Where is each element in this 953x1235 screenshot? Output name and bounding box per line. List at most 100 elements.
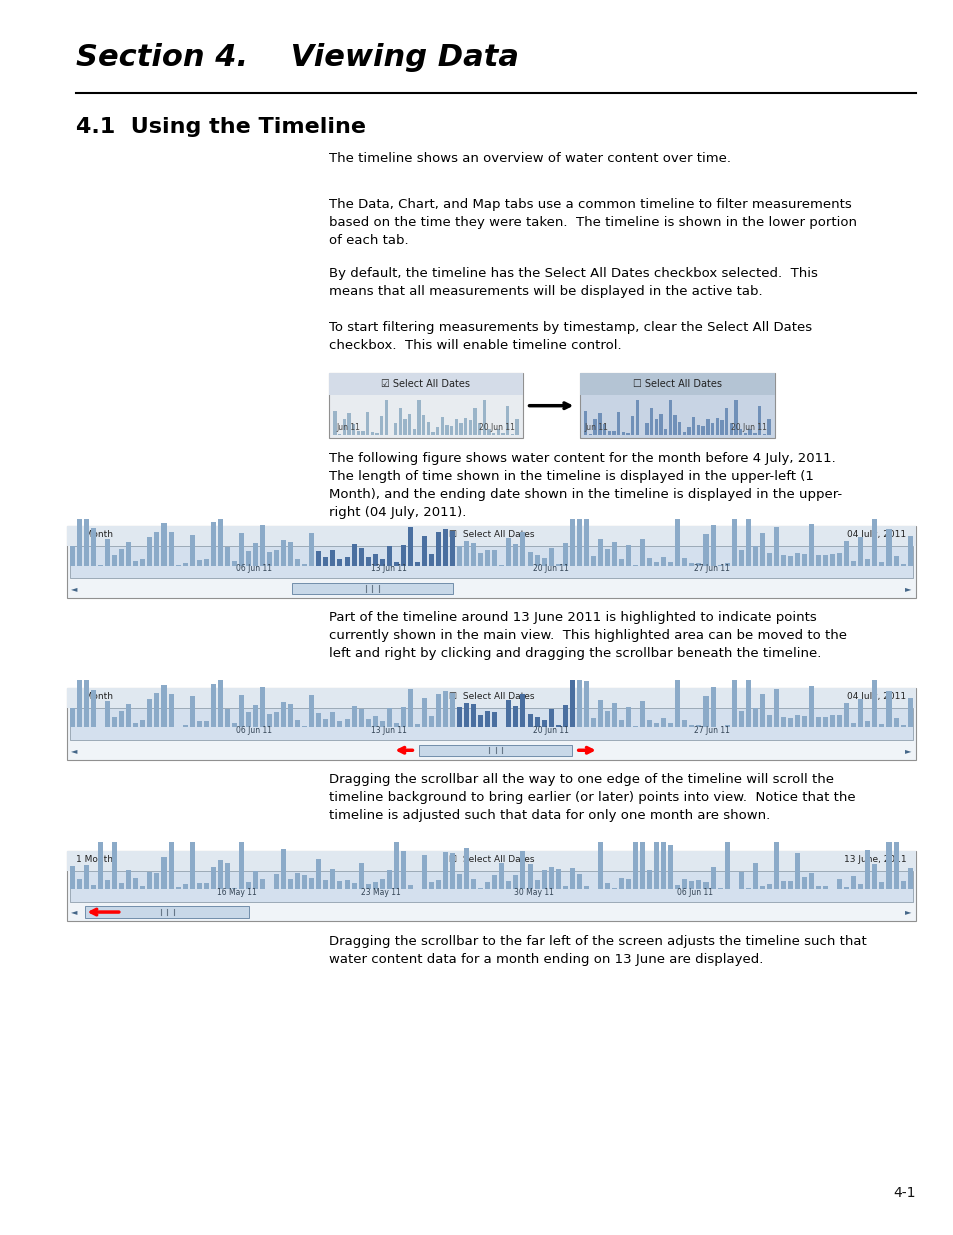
Bar — [302, 726, 307, 727]
Text: 06 Jun 11: 06 Jun 11 — [235, 726, 272, 735]
Bar — [739, 429, 741, 435]
Text: ◄: ◄ — [71, 746, 77, 755]
Bar — [837, 878, 841, 889]
Bar — [232, 722, 236, 727]
Bar — [98, 842, 103, 889]
Text: The timeline shows an overview of water content over time.: The timeline shows an overview of water … — [329, 152, 730, 165]
Bar — [710, 867, 715, 889]
Bar — [577, 519, 581, 566]
Bar — [781, 555, 785, 566]
Bar — [182, 563, 188, 566]
Bar — [646, 869, 652, 889]
Bar — [738, 550, 743, 566]
FancyBboxPatch shape — [67, 851, 915, 921]
Bar — [281, 850, 286, 889]
Bar — [190, 697, 194, 727]
Bar — [415, 562, 419, 566]
Bar — [148, 872, 152, 889]
Bar — [379, 879, 384, 889]
Bar — [520, 851, 525, 889]
Bar — [70, 866, 75, 889]
Bar — [815, 718, 821, 727]
Bar — [91, 690, 96, 727]
Bar — [673, 415, 676, 435]
Bar — [471, 542, 476, 566]
Bar — [217, 680, 223, 727]
Bar — [562, 885, 567, 889]
Text: 1 Month: 1 Month — [76, 692, 113, 700]
Bar — [492, 711, 497, 727]
Bar — [464, 847, 469, 889]
Text: ►: ► — [904, 908, 910, 916]
Bar — [850, 561, 856, 566]
Bar — [253, 871, 257, 889]
Bar — [513, 545, 517, 566]
Bar — [498, 863, 504, 889]
Bar — [112, 716, 117, 727]
Text: 1 Month: 1 Month — [76, 855, 113, 863]
Bar — [342, 419, 346, 435]
Bar — [492, 433, 495, 435]
Bar — [316, 551, 321, 566]
Bar — [759, 887, 764, 889]
Text: 20 Jun 11: 20 Jun 11 — [730, 424, 766, 432]
Bar — [337, 720, 342, 727]
Bar — [681, 720, 687, 727]
Bar — [720, 420, 723, 435]
Bar — [590, 556, 596, 566]
Bar — [602, 424, 605, 435]
Bar — [757, 406, 760, 435]
Bar — [745, 888, 750, 889]
Bar — [562, 705, 567, 727]
Text: ►: ► — [904, 746, 910, 755]
Bar — [654, 724, 659, 727]
Bar — [302, 874, 307, 889]
Bar — [815, 556, 821, 566]
Bar — [527, 552, 532, 566]
Text: 13 Jun 11: 13 Jun 11 — [371, 564, 407, 573]
FancyBboxPatch shape — [579, 373, 774, 395]
Bar — [611, 704, 617, 727]
Bar — [598, 538, 602, 566]
Bar — [408, 689, 413, 727]
Bar — [787, 881, 792, 889]
Bar — [316, 858, 321, 889]
Bar — [675, 519, 679, 566]
Bar — [288, 879, 293, 889]
Bar — [351, 705, 356, 727]
Text: 30 May 11: 30 May 11 — [514, 888, 553, 897]
Bar — [492, 550, 497, 566]
Bar — [330, 711, 335, 727]
Bar — [534, 716, 539, 727]
Bar — [527, 714, 532, 727]
Bar — [583, 519, 588, 566]
Bar — [555, 725, 560, 727]
Bar — [169, 694, 173, 727]
Bar — [738, 872, 743, 889]
Bar — [429, 882, 434, 889]
Bar — [534, 881, 539, 889]
Bar — [119, 711, 124, 727]
Bar — [682, 432, 685, 435]
Bar — [497, 429, 499, 435]
Bar — [365, 557, 371, 566]
Bar — [621, 432, 624, 435]
Bar — [822, 885, 827, 889]
Bar — [477, 553, 483, 566]
FancyBboxPatch shape — [70, 871, 912, 902]
Bar — [386, 871, 392, 889]
Bar — [294, 558, 300, 566]
Bar — [309, 694, 314, 727]
Bar — [485, 882, 490, 889]
Bar — [752, 432, 756, 435]
Bar — [119, 883, 124, 889]
FancyBboxPatch shape — [292, 583, 453, 594]
Bar — [885, 529, 890, 566]
Bar — [330, 550, 335, 566]
Bar — [112, 555, 117, 566]
Bar — [133, 722, 138, 727]
Bar — [421, 698, 427, 727]
Bar — [182, 725, 188, 727]
Bar — [294, 720, 300, 727]
Bar — [668, 724, 673, 727]
